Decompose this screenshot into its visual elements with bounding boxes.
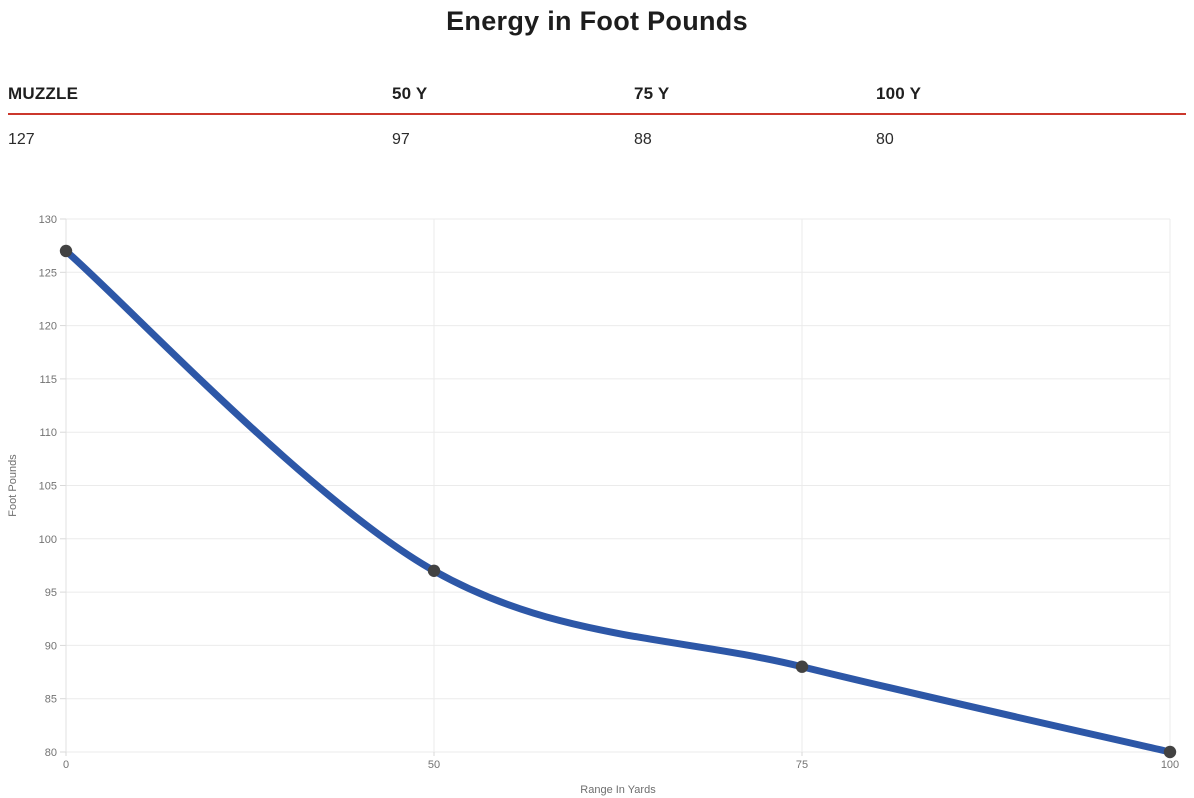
x-tick-label-50: 50 [428, 759, 440, 771]
stat-header-3: 100 Y [876, 84, 922, 103]
y-tick-label-105: 105 [39, 481, 57, 493]
page: Energy in Foot Pounds MUZZLE 50 Y 75 Y 100 … [0, 6, 1194, 798]
y-tick-label-85: 85 [45, 694, 57, 706]
stat-value-0: 127 [8, 131, 35, 148]
energy-series-line [62, 247, 1174, 756]
y-tick-label-125: 125 [39, 267, 57, 279]
stat-header-0: MUZZLE [8, 84, 79, 103]
y-tick-label-100: 100 [39, 534, 57, 546]
energy-line-chart: 80 85 90 95 100 105 110 115 120 125 130 0 50 75 100 Ran… [0, 201, 1194, 798]
y-tick-label-90: 90 [45, 640, 57, 652]
data-point-75 [795, 660, 809, 673]
chart-canvas: 80 85 90 95 100 105 110 115 120 125 130 0 50 75 100 Ran… [7, 214, 1179, 796]
data-point-0 [59, 244, 73, 258]
x-axis-title: Range In Yards [580, 784, 656, 796]
y-tick-label-110: 110 [39, 427, 57, 439]
page-title: Energy in Foot Pounds [446, 6, 748, 36]
stats-header-row: MUZZLE 50 Y 75 Y 100 Y [8, 84, 1186, 115]
stats-value-row: 127 97 88 80 [8, 115, 1186, 149]
x-tick-label-100: 100 [1161, 759, 1179, 771]
y-tick-label-95: 95 [45, 587, 57, 599]
stats-table: MUZZLE 50 Y 75 Y 100 Y 127 97 88 80 [8, 84, 1186, 149]
stat-header-1: 50 Y [392, 84, 428, 103]
stat-value-2: 88 [634, 131, 652, 148]
data-point-100 [1163, 745, 1177, 759]
y-tick-label-115: 115 [39, 374, 57, 386]
stat-value-1: 97 [392, 131, 410, 148]
x-tick-label-75: 75 [796, 759, 808, 771]
x-tick-label-0: 0 [63, 759, 69, 771]
y-tick-label-120: 120 [39, 321, 57, 333]
stat-value-3: 80 [876, 131, 894, 148]
y-tick-label-130: 130 [39, 214, 57, 226]
stat-header-2: 75 Y [634, 84, 670, 103]
y-axis-title: Foot Pounds [7, 454, 19, 517]
y-tick-label-80: 80 [45, 747, 57, 759]
data-point-50 [427, 564, 441, 577]
